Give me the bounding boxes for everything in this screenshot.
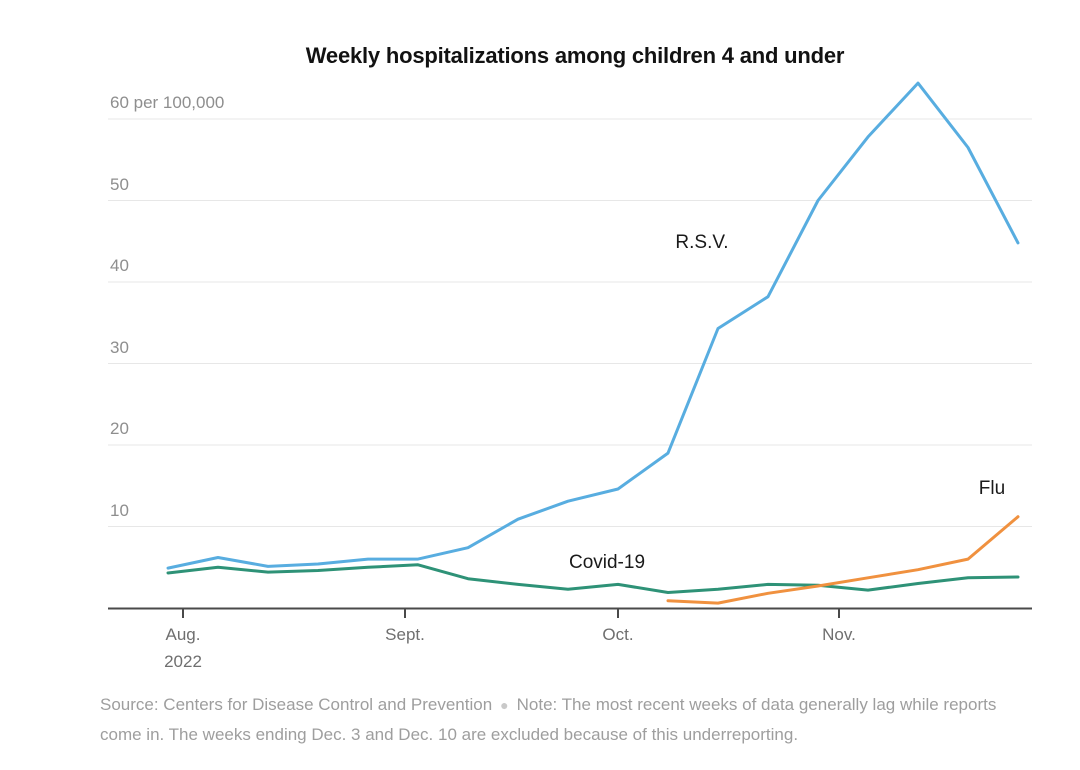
series-line-flu bbox=[666, 515, 1020, 605]
chart-footer: Source: Centers for Disease Control and … bbox=[100, 690, 1025, 750]
y-axis-label: 20 bbox=[110, 419, 129, 438]
series-line-rsv bbox=[166, 81, 1020, 570]
x-axis-label: Aug. bbox=[165, 625, 201, 644]
x-axis-label: Oct. bbox=[602, 625, 634, 644]
source-text: Source: Centers for Disease Control and … bbox=[100, 695, 493, 714]
y-axis-label: 10 bbox=[110, 500, 129, 520]
series-label-rsv: R.S.V. bbox=[675, 232, 729, 253]
x-axis-label: Nov. bbox=[822, 625, 856, 644]
series-label-covid19: Covid-19 bbox=[568, 552, 646, 573]
y-axis-label: 60 per 100,000 bbox=[110, 93, 225, 112]
x-axis-sublabel: 2022 bbox=[164, 652, 202, 671]
series-line-covid19 bbox=[166, 563, 1020, 594]
y-axis-label: 30 bbox=[110, 337, 129, 357]
separator-dot-icon: ● bbox=[500, 697, 509, 713]
note-text: Note: The most recent weeks of data gene… bbox=[100, 695, 997, 744]
y-axis-label: 40 bbox=[110, 256, 129, 275]
x-axis-label: Sept. bbox=[385, 625, 425, 644]
series-label-flu: Flu bbox=[978, 478, 1006, 499]
y-axis-label: 50 bbox=[110, 174, 129, 194]
chart-title: Weekly hospitalizations among children 4… bbox=[305, 42, 845, 68]
